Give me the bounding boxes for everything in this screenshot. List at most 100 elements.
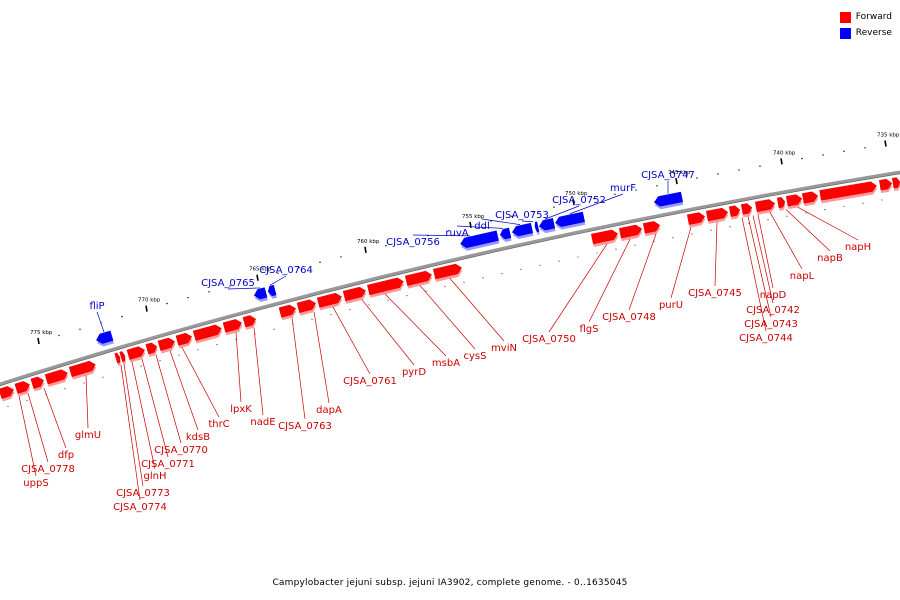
inner-dot bbox=[843, 205, 845, 207]
forward-gene-23[interactable] bbox=[618, 224, 643, 242]
forward-gene-18[interactable] bbox=[342, 286, 367, 304]
inner-dot bbox=[197, 349, 199, 351]
gene-label: CJSA_0773 bbox=[116, 488, 170, 499]
forward-gene-35[interactable] bbox=[892, 177, 900, 192]
leader-line bbox=[169, 350, 199, 431]
inner-dot bbox=[824, 208, 826, 211]
forward-gene-7[interactable] bbox=[119, 351, 128, 365]
gene-label: dapA bbox=[316, 405, 342, 416]
forward-gene-33[interactable] bbox=[819, 181, 878, 204]
forward-gene-12[interactable] bbox=[192, 324, 223, 344]
forward-gene-13-body bbox=[222, 319, 242, 333]
forward-gene-3-body bbox=[30, 376, 44, 389]
forward-gene-22[interactable] bbox=[591, 229, 619, 247]
forward-gene-3[interactable] bbox=[30, 375, 46, 392]
scale-minor-dot bbox=[187, 296, 189, 299]
reverse-gene-8[interactable] bbox=[538, 218, 556, 234]
forward-gene-16[interactable] bbox=[296, 299, 318, 316]
gene-label: kdsB bbox=[186, 432, 210, 443]
leader-line bbox=[548, 243, 608, 333]
forward-gene-10[interactable] bbox=[157, 337, 177, 354]
forward-gene-31[interactable] bbox=[786, 194, 803, 210]
gene-label: CJSA_0771 bbox=[141, 459, 195, 470]
forward-gene-19-body bbox=[367, 277, 404, 296]
reverse-gene-6-body bbox=[511, 222, 534, 237]
forward-gene-21[interactable] bbox=[432, 263, 463, 282]
scale-minor-dot bbox=[511, 215, 513, 218]
forward-gene-6[interactable] bbox=[114, 352, 123, 367]
forward-gene-4[interactable] bbox=[44, 368, 70, 388]
leader-line bbox=[269, 275, 287, 286]
forward-gene-28[interactable] bbox=[740, 203, 753, 218]
forward-gene-24[interactable] bbox=[642, 220, 661, 237]
forward-gene-25[interactable] bbox=[686, 212, 706, 228]
forward-gene-1[interactable] bbox=[0, 385, 16, 402]
reverse-gene-7[interactable] bbox=[534, 221, 540, 235]
gene-label: dfp bbox=[58, 450, 74, 461]
forward-gene-5[interactable] bbox=[68, 360, 98, 380]
reverse-gene-4-body bbox=[460, 230, 499, 249]
forward-gene-27[interactable] bbox=[728, 205, 741, 220]
inner-dot bbox=[520, 268, 522, 270]
scale-minor-dot bbox=[656, 185, 658, 187]
scale-tick-label: 735 kbp bbox=[877, 132, 900, 138]
inner-dot bbox=[577, 256, 579, 258]
forward-gene-22-body bbox=[591, 229, 619, 245]
scale-minor-dot bbox=[208, 291, 210, 293]
reverse-gene-9[interactable] bbox=[554, 211, 586, 231]
forward-gene-17[interactable] bbox=[316, 292, 343, 311]
forward-gene-19[interactable] bbox=[367, 277, 405, 298]
forward-gene-26-body bbox=[706, 207, 729, 222]
reverse-gene-2[interactable] bbox=[253, 287, 268, 304]
forward-gene-5-body bbox=[68, 360, 96, 378]
forward-gene-29[interactable] bbox=[755, 199, 776, 215]
gene-label: CJSA_0750 bbox=[522, 334, 576, 345]
leader-line bbox=[96, 311, 105, 333]
leader-line bbox=[544, 205, 580, 220]
reverse-gene-10[interactable] bbox=[653, 191, 684, 210]
gene-label: ruvA bbox=[445, 228, 468, 239]
forward-gene-26[interactable] bbox=[706, 207, 729, 224]
forward-gene-11[interactable] bbox=[175, 332, 194, 349]
forward-gene-2[interactable] bbox=[14, 380, 32, 397]
gene-label: nadE bbox=[250, 417, 275, 428]
inner-dot bbox=[159, 360, 161, 362]
leader-line bbox=[412, 234, 471, 237]
forward-gene-32[interactable] bbox=[802, 191, 819, 207]
forward-gene-31-body bbox=[786, 194, 803, 207]
scale-tick-label: 770 kbp bbox=[138, 298, 161, 304]
scale-tick bbox=[256, 274, 259, 281]
reverse-gene-1[interactable] bbox=[95, 330, 114, 348]
forward-gene-20[interactable] bbox=[404, 270, 433, 289]
gene-label: CJSA_0761 bbox=[343, 376, 397, 387]
reverse-gene-5[interactable] bbox=[499, 227, 512, 243]
inner-dot bbox=[691, 233, 693, 235]
legend-reverse-label: Reverse bbox=[855, 28, 892, 38]
forward-gene-8[interactable] bbox=[126, 345, 147, 363]
scale-tick-label: 760 kbp bbox=[357, 239, 380, 245]
gene-label: CJSA_0770 bbox=[154, 445, 208, 456]
gene-label: CJSA_0747 bbox=[641, 170, 695, 181]
forward-gene-30[interactable] bbox=[776, 197, 786, 211]
leader-line bbox=[747, 216, 772, 318]
forward-gene-21-body bbox=[432, 263, 462, 280]
reverse-gene-4[interactable] bbox=[459, 230, 500, 252]
gene-label: CJSA_0765 bbox=[201, 278, 255, 289]
gene-label: purU bbox=[659, 300, 683, 311]
forward-gene-9[interactable] bbox=[145, 342, 159, 357]
reverse-gene-3[interactable] bbox=[267, 284, 277, 299]
gene-label: fliP bbox=[89, 301, 104, 312]
scale-minor-dot bbox=[340, 256, 342, 258]
scale-tick-label: 740 kbp bbox=[773, 150, 796, 156]
forward-gene-34[interactable] bbox=[879, 178, 893, 194]
reverse-gene-6[interactable] bbox=[511, 222, 534, 240]
inner-dot bbox=[7, 405, 9, 408]
leader-line bbox=[155, 354, 182, 444]
forward-gene-15[interactable] bbox=[278, 304, 298, 321]
scale-tick bbox=[572, 198, 575, 206]
scale-minor-dot bbox=[229, 285, 231, 287]
forward-gene-14[interactable] bbox=[242, 314, 258, 330]
forward-gene-13[interactable] bbox=[222, 318, 244, 336]
scale-minor-dot bbox=[759, 165, 761, 167]
